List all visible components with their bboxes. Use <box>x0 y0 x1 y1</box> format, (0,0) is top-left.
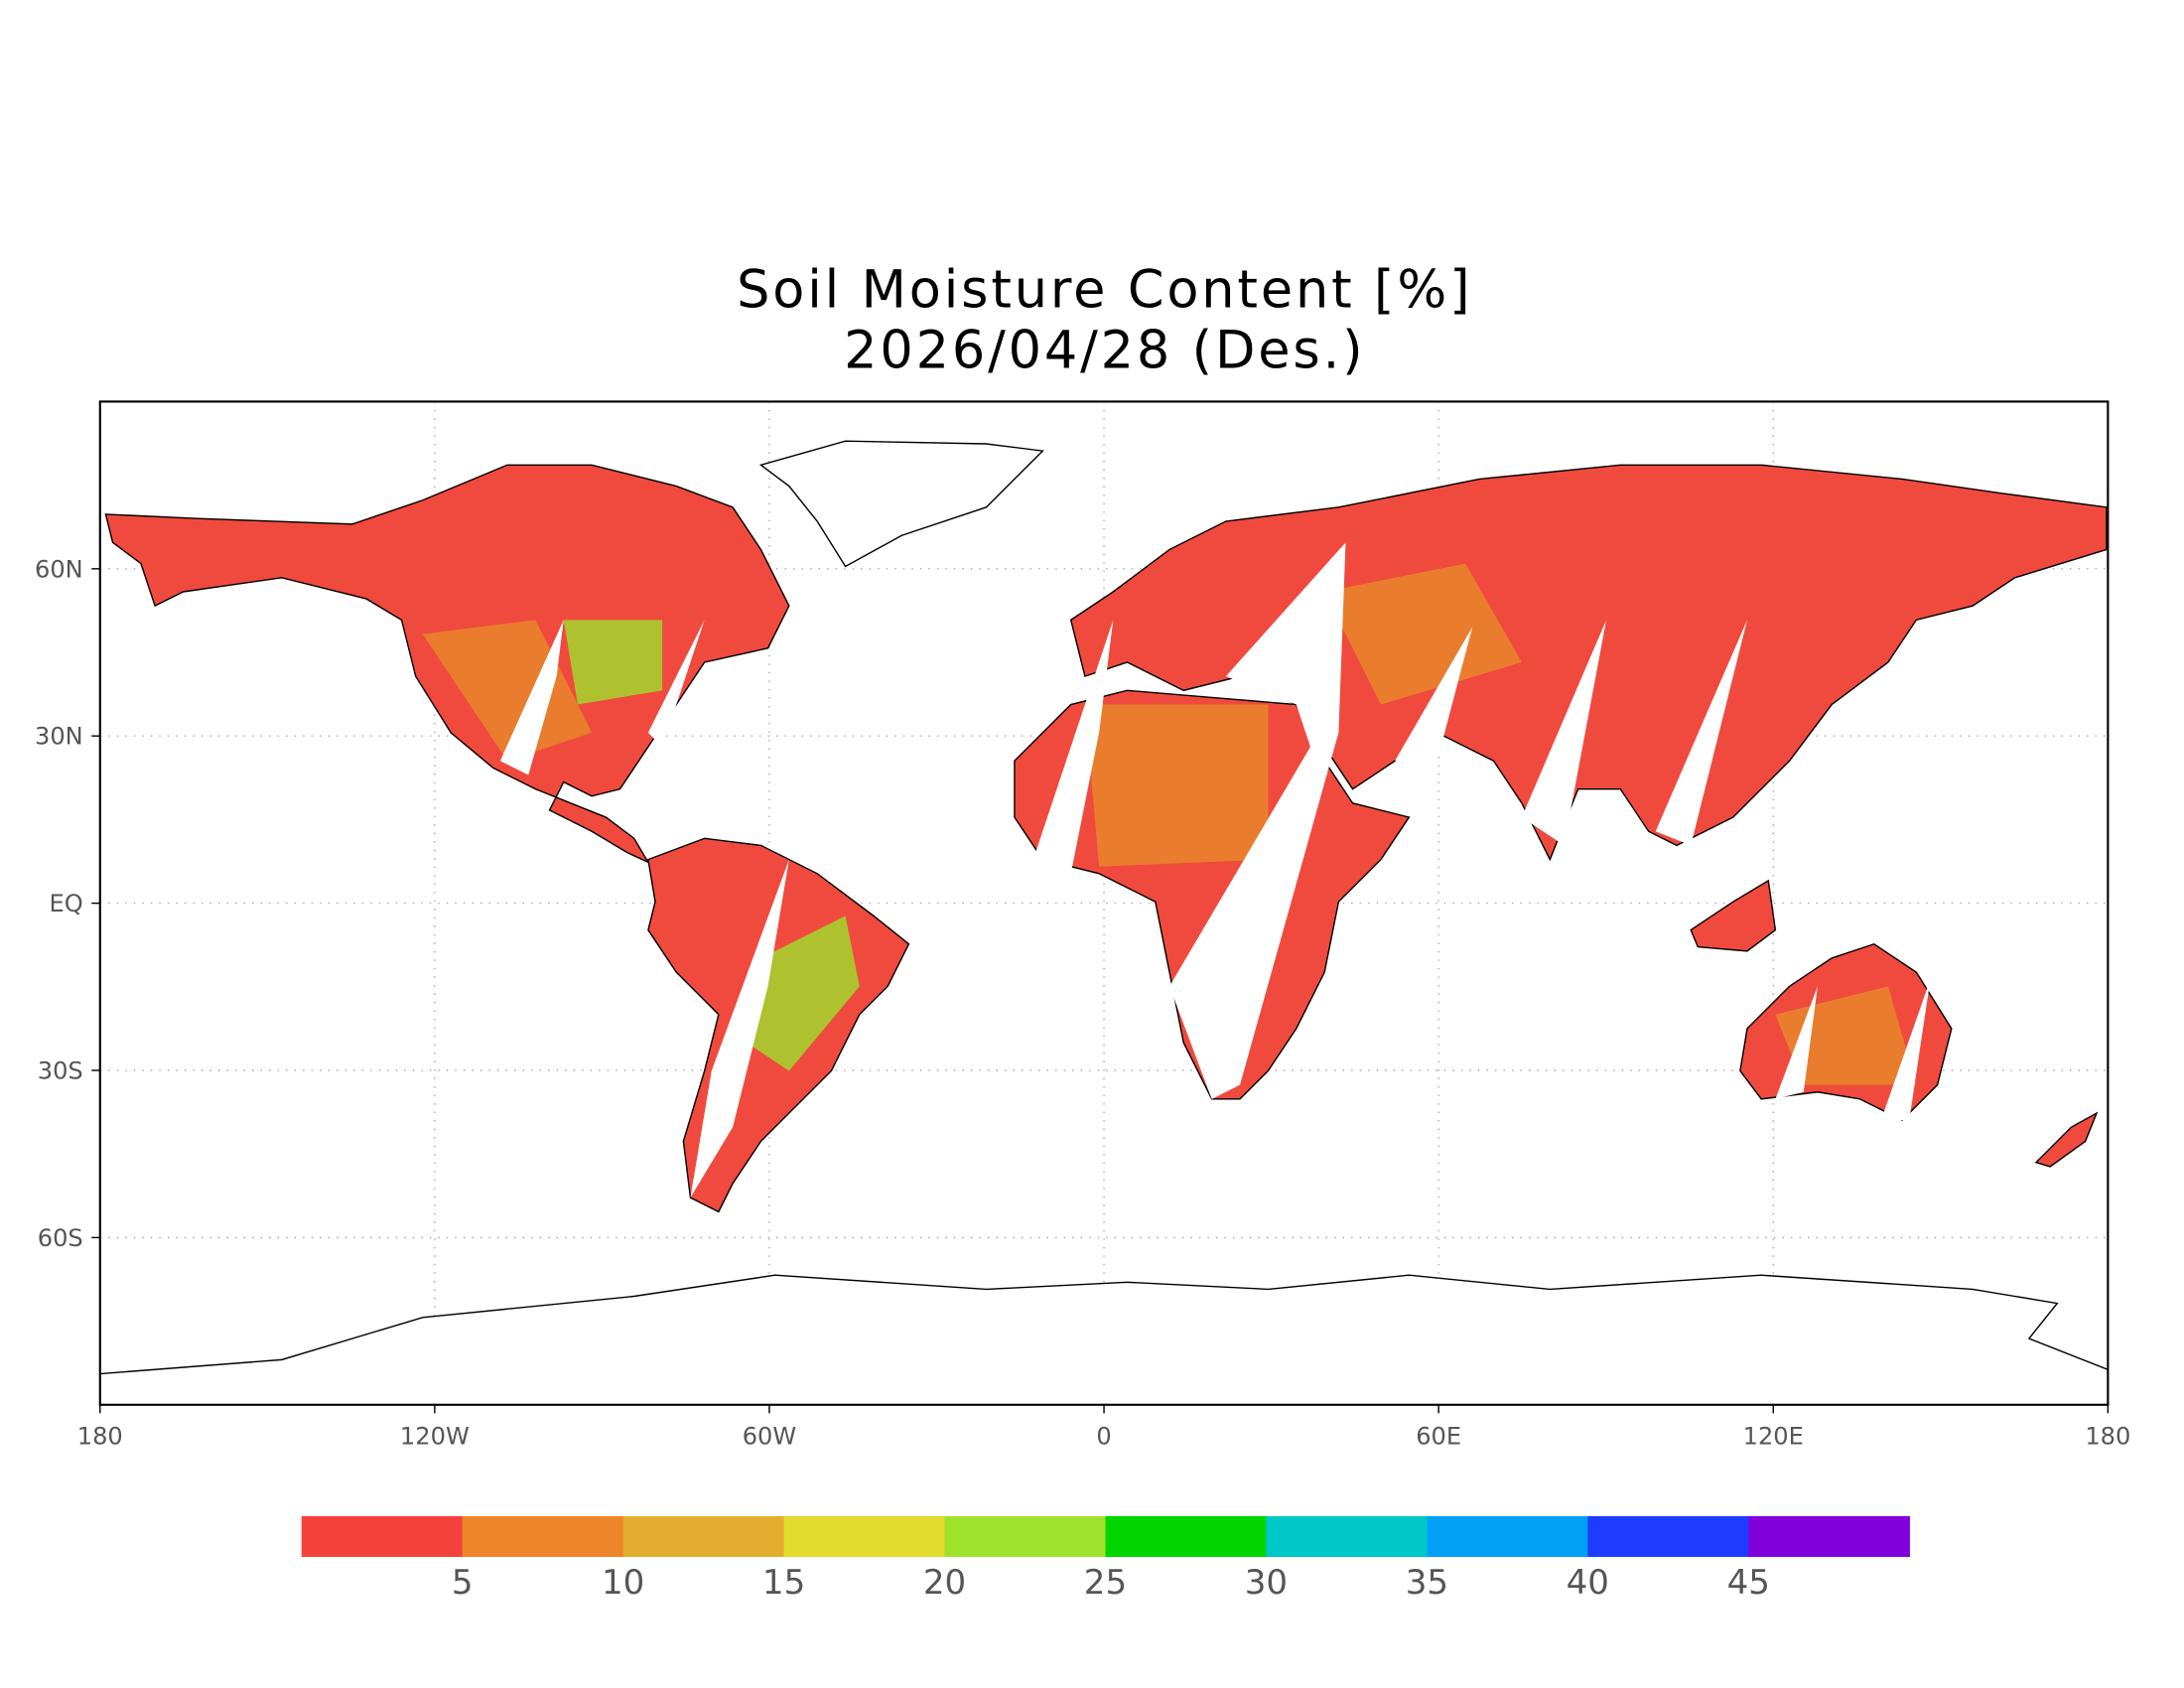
y-tick-label: 30S <box>38 1057 83 1085</box>
x-tick-label: 120W <box>400 1423 470 1451</box>
x-tick-label: 60W <box>743 1423 797 1451</box>
colorbar-label: 30 <box>1245 1563 1288 1603</box>
patch <box>747 915 860 1071</box>
x-tick-label: 180 <box>77 1423 123 1451</box>
colorbar-segment <box>301 1515 464 1558</box>
colorbar-segment <box>1266 1515 1429 1558</box>
colorbar-label: 35 <box>1406 1563 1448 1603</box>
colorbar-label: 45 <box>1727 1563 1770 1603</box>
colorbar-label: 10 <box>602 1563 644 1603</box>
colorbar-segment <box>1105 1515 1268 1558</box>
colorbar: 5 10 15 20 25 30 35 40 45 <box>301 1515 1910 1603</box>
patch <box>563 620 663 705</box>
subtitle: 2026/04/28 (Des.) <box>844 320 1365 380</box>
continents <box>99 440 2110 1406</box>
colorbar-segment <box>1587 1515 1749 1558</box>
colorbar-segment <box>1748 1515 1910 1558</box>
axes: 180 120W 60W 0 60E 120E 180 60N 30N EQ 30S 60S <box>35 555 2130 1450</box>
colorbar-segment <box>944 1515 1107 1558</box>
swath-gap <box>1880 979 1931 1121</box>
swath-gap <box>1655 620 1747 846</box>
swath-gap <box>1775 986 1818 1099</box>
swath-gap <box>1169 542 1346 1099</box>
swath-gap <box>499 620 564 775</box>
swath-gap <box>647 620 705 748</box>
colorbar-label: 20 <box>923 1563 966 1603</box>
greenland <box>758 440 1044 568</box>
colorbar-label: 15 <box>762 1563 805 1603</box>
indonesia <box>1690 879 1777 952</box>
x-tick-label: 120E <box>1743 1423 1804 1451</box>
colorbar-segment <box>783 1515 946 1558</box>
patch <box>1084 704 1269 867</box>
title: Soil Moisture Content [%] <box>737 259 1472 320</box>
colorbar-label: 25 <box>1084 1563 1127 1603</box>
swath-gap <box>1028 620 1114 874</box>
new-zealand <box>2034 1111 2099 1168</box>
swath-gap <box>690 859 789 1198</box>
colorbar-segment <box>1427 1515 1589 1558</box>
x-tick-label: 180 <box>2085 1423 2130 1451</box>
colorbar-segment <box>462 1515 624 1558</box>
y-tick-label: 30N <box>35 723 83 751</box>
x-tick-label: 60E <box>1416 1423 1461 1451</box>
x-tick-label: 0 <box>1096 1423 1111 1451</box>
swath-gap <box>1521 620 1607 846</box>
antarctica <box>99 1274 2110 1406</box>
y-tick-label: EQ <box>50 890 83 917</box>
y-tick-label: 60N <box>35 555 83 583</box>
colorbar-label: 40 <box>1567 1563 1609 1603</box>
colorbar-label: 5 <box>452 1563 474 1603</box>
patch <box>1324 563 1522 705</box>
colorbar-segment <box>622 1515 785 1558</box>
y-tick-label: 60S <box>38 1224 83 1252</box>
